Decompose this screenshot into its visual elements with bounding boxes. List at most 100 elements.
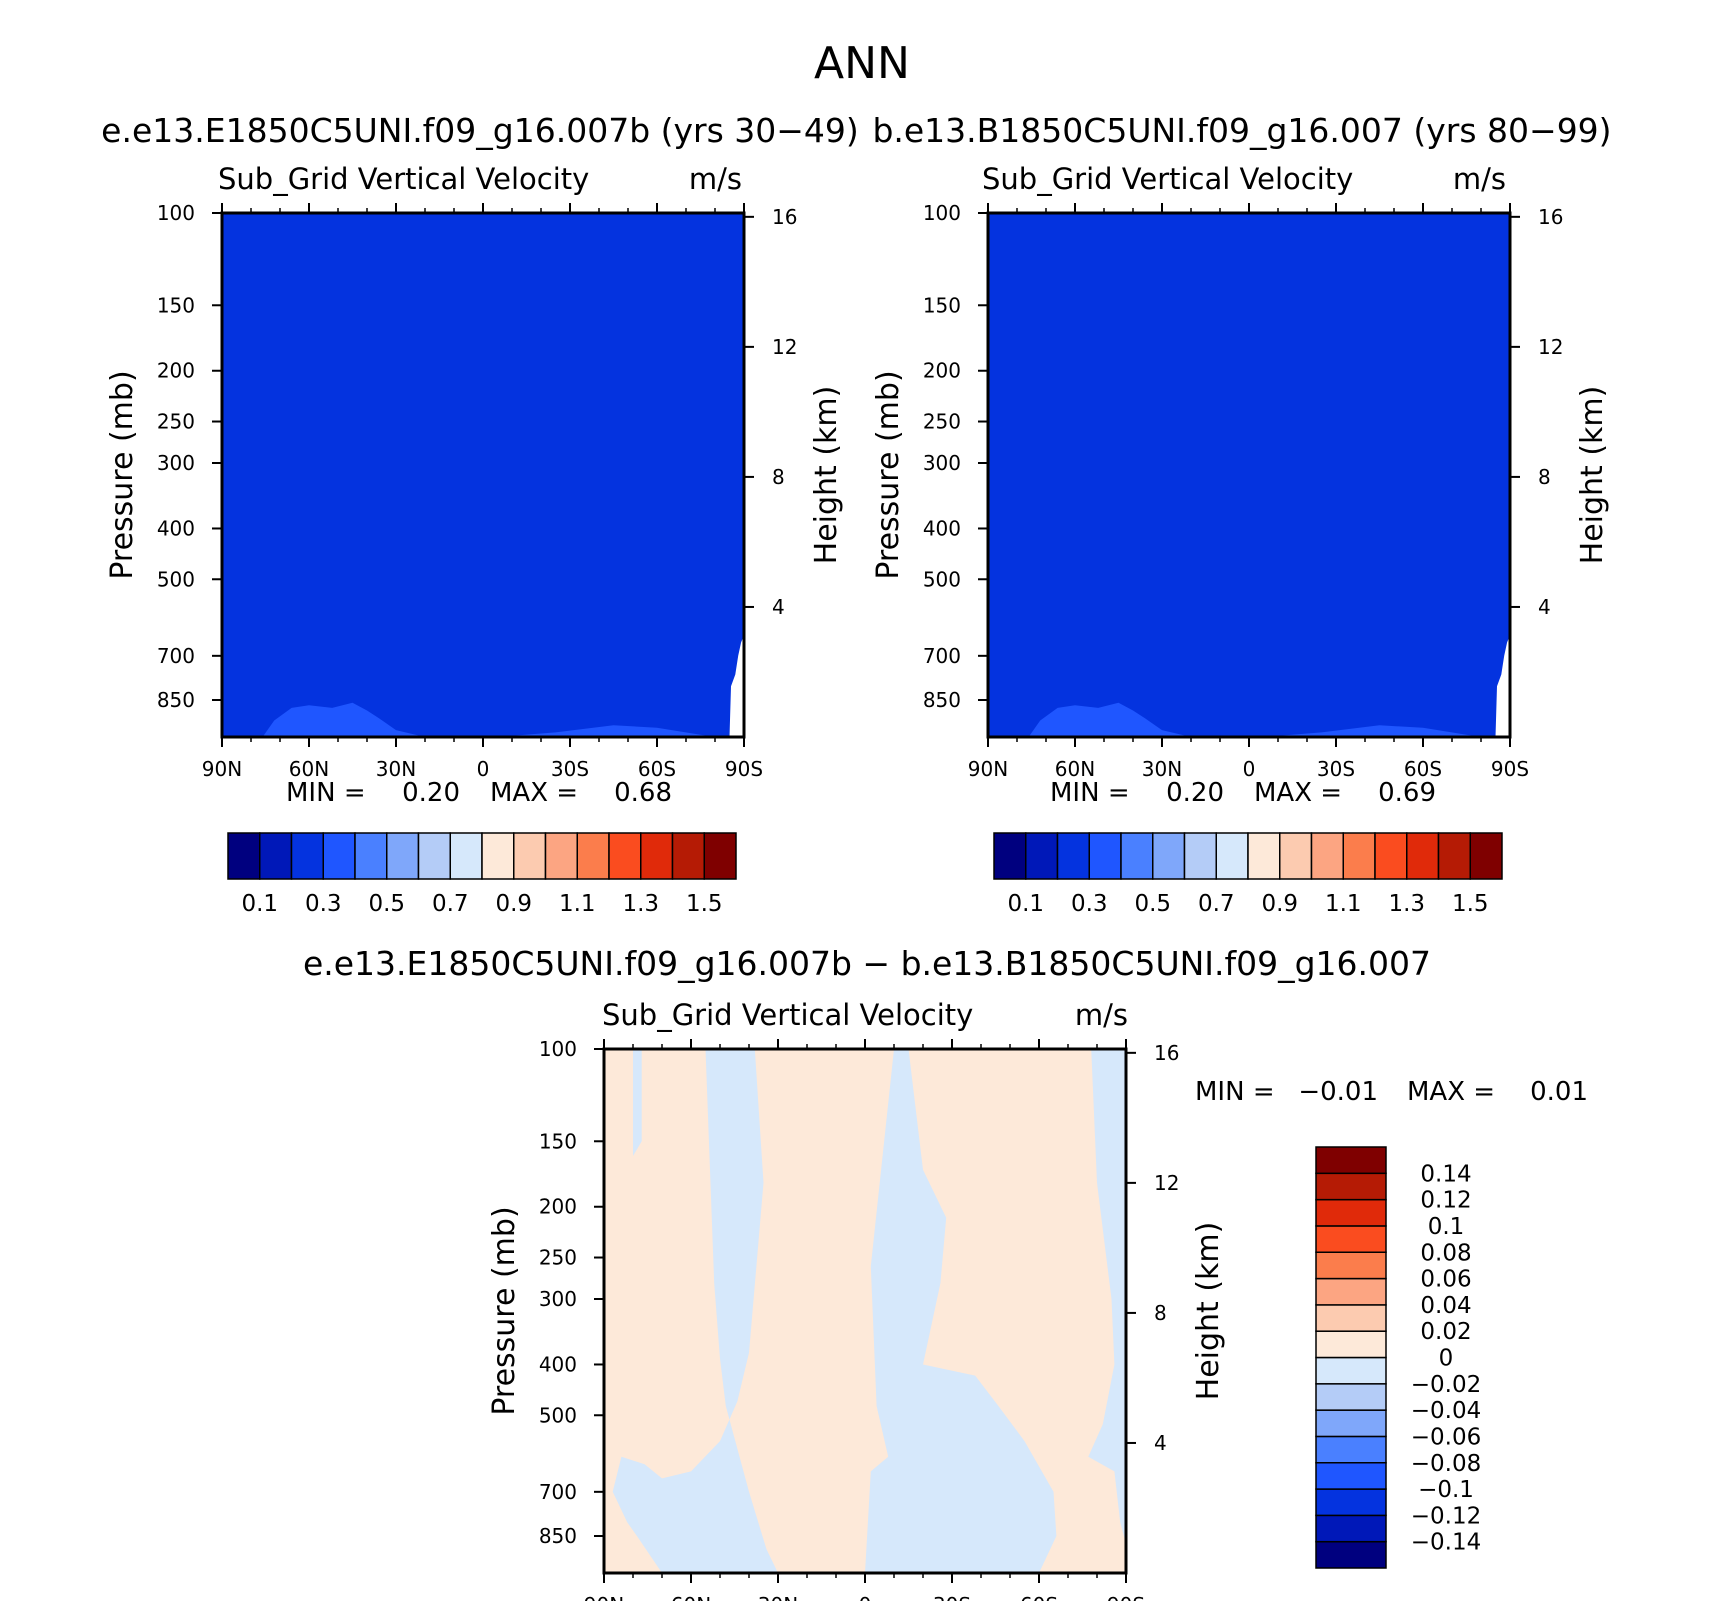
panel-left-colorbar: 0.1 0.3 0.5 0.7 0.9 1.1 1.3 1.5 <box>227 832 737 917</box>
panel-diff-colorbar-swatch <box>1315 1330 1387 1359</box>
panel-left-stat-max: 0.68 <box>614 778 672 808</box>
panel-right-xtick-label: 30N <box>1142 757 1182 781</box>
panel-left-colorbar-label: 1.3 <box>622 891 659 917</box>
panel-right-ytick-label: 250 <box>923 410 961 434</box>
panel-diff-field-neg-nh <box>612 1049 778 1573</box>
panel-left-colorbar-swatch <box>227 832 261 880</box>
panel-left-colorbar-swatch <box>640 832 674 880</box>
panel-right-xtick-label: 90N <box>968 757 1008 781</box>
panel-diff-colorbar-swatch <box>1315 1383 1387 1411</box>
panel-left-colorbar-swatch <box>481 832 515 880</box>
panel-diff-ytick-label: 850 <box>539 1524 577 1548</box>
panel-right-colorbar-label: 0.3 <box>1071 891 1108 917</box>
panel-right-htick-label: 16 <box>1538 205 1563 229</box>
panel-diff-colorbar-swatch <box>1315 1409 1387 1438</box>
panel-diff-xtick-label: 60N <box>671 1593 711 1601</box>
panel-left-colorbar-swatch <box>386 832 420 880</box>
panel-right-stat-max: 0.69 <box>1378 778 1436 808</box>
panel-left-colorbar-swatch <box>449 832 483 880</box>
panel-diff-xtick-label: 90S <box>1107 1593 1145 1601</box>
panel-diff-colorbar-swatch <box>1315 1462 1387 1490</box>
panel-diff-field-neg-pole <box>1088 1049 1126 1544</box>
panel-right-stat-min: 0.20 <box>1166 778 1224 808</box>
panel-diff-ylabel-right: Height (km) <box>1191 1222 1226 1401</box>
panel-right-colorbar-label: 1.3 <box>1388 891 1425 917</box>
panel-left-colorbar-label: 0.3 <box>305 891 342 917</box>
panel-right-field-sh-surface <box>1263 725 1481 737</box>
panel-left-colorbar-label: 1.5 <box>686 891 723 917</box>
panel-left-colorbar-label: 0.9 <box>495 891 532 917</box>
panel-diff-field-neg-small <box>633 1049 642 1156</box>
panel-diff-colorbar-label: 0.14 <box>1420 1161 1471 1187</box>
panel-right-htick-label: 4 <box>1538 595 1551 619</box>
panel-diff-colorbar-swatch <box>1315 1514 1387 1543</box>
panel-right-htick-label: 8 <box>1538 465 1551 489</box>
panel-left-colorbar-swatch <box>544 832 578 880</box>
panel-right-colorbar-swatch <box>1469 832 1503 880</box>
panel-left-xtick-label: 60N <box>289 757 329 781</box>
panel-right-field-nh-surface <box>1028 702 1191 737</box>
panel-left: e.e13.E1850C5UNI.f09_g16.007b (yrs 30−49… <box>101 111 859 917</box>
panel-right-units: m/s <box>1453 162 1506 196</box>
panel-diff-ytick-label: 500 <box>539 1403 577 1427</box>
panel-left-colorbar-swatch <box>290 832 324 880</box>
panel-diff-ytick-label: 700 <box>539 1480 577 1504</box>
panel-right-ylabel: Pressure (mb) <box>871 370 906 579</box>
panel-diff-colorbar: −0.14−0.12−0.1−0.08−0.06−0.04−0.0200.020… <box>1315 1146 1481 1569</box>
panel-left-colorbar-swatch <box>259 832 293 880</box>
panel-left-ylabel-right: Height (km) <box>809 386 844 565</box>
panel-left-ytick-label: 200 <box>157 359 195 383</box>
panel-diff-colorbar-label: 0.08 <box>1420 1240 1471 1266</box>
panel-left-colorbar-label: 0.1 <box>241 891 278 917</box>
panel-right-ytick-label: 100 <box>923 201 961 225</box>
panel-left-ylabel: Pressure (mb) <box>105 370 140 579</box>
panel-right-colorbar-swatch <box>1406 832 1440 880</box>
panel-diff-colorbar-label: −0.12 <box>1411 1503 1481 1529</box>
panel-right-colorbar-label: 0.5 <box>1134 891 1171 917</box>
panel-right-colorbar-label: 1.1 <box>1325 891 1362 917</box>
panel-right-xtick-label: 30S <box>1317 757 1355 781</box>
panel-diff-ytick-label: 300 <box>539 1287 577 1311</box>
panel-right-ytick-label: 400 <box>923 516 961 540</box>
panel-left-colorbar-swatch <box>513 832 547 880</box>
panel-left-ytick-label: 400 <box>157 516 195 540</box>
panel-right-colorbar-swatch <box>1279 832 1313 880</box>
panel-left-colorbar-swatch <box>703 832 737 880</box>
panel-diff-colorbar-label: 0.12 <box>1420 1188 1471 1214</box>
panel-diff-colorbar-swatch <box>1315 1356 1387 1385</box>
panel-left-field-base <box>222 213 744 737</box>
panel-right-ytick-label: 850 <box>923 688 961 712</box>
panel-left-ytick-label: 300 <box>157 451 195 475</box>
panel-right-colorbar-swatch <box>1374 832 1408 880</box>
panel-left-ytick-label: 700 <box>157 644 195 668</box>
panel-diff-stat-max: 0.01 <box>1530 1077 1588 1107</box>
panel-right-xtick-label: 60S <box>1404 757 1442 781</box>
panel-diff-xtick-label: 30N <box>758 1593 798 1601</box>
panel-right-colorbar-swatch <box>1437 832 1471 880</box>
panel-right-xtick-label: 90S <box>1491 757 1529 781</box>
panel-right-title: Sub_Grid Vertical Velocity <box>982 162 1353 196</box>
panel-right-field-base <box>988 213 1510 737</box>
panel-right-ytick-label: 200 <box>923 359 961 383</box>
panel-diff-colorbar-label: 0.04 <box>1420 1293 1471 1319</box>
panel-diff-colorbar-swatch <box>1315 1304 1387 1332</box>
panel-right-colorbar-swatch <box>1025 832 1059 880</box>
panel-diff-colorbar-swatch <box>1315 1435 1387 1464</box>
panel-right-colorbar-label: 0.9 <box>1261 891 1298 917</box>
panel-right-stat-max-label: MAX = <box>1254 778 1342 808</box>
panel-diff-ytick-label: 200 <box>539 1195 577 1219</box>
panel-diff-colorbar-label: 0 <box>1439 1346 1454 1372</box>
panel-right-ytick-label: 300 <box>923 451 961 475</box>
panel-diff-colorbar-swatch <box>1315 1225 1387 1253</box>
panel-diff: e.e13.E1850C5UNI.f09_g16.007b − b.e13.B1… <box>303 944 1588 1601</box>
panel-right-colorbar-swatch <box>1152 832 1186 880</box>
panel-diff-colorbar-label: −0.14 <box>1411 1530 1481 1556</box>
panel-diff-ytick-label: 150 <box>539 1129 577 1153</box>
panel-right-colorbar-swatch <box>1215 832 1249 880</box>
panel-left-htick-label: 16 <box>772 205 797 229</box>
panel-left-htick-label: 8 <box>772 465 785 489</box>
panel-diff-stat-min: −0.01 <box>1298 1077 1378 1107</box>
panel-left-field-pole-edge <box>729 635 744 737</box>
panel-left-xtick-label: 0 <box>477 757 490 781</box>
panel-right-xtick-label: 60N <box>1055 757 1095 781</box>
